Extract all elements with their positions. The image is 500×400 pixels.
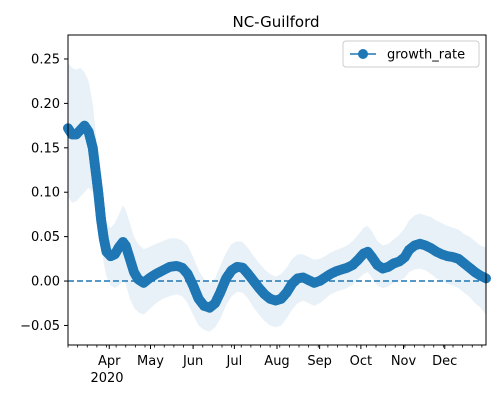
legend-box	[342, 40, 480, 68]
x-year-label: 2020	[90, 371, 123, 386]
x-tick-label: Apr	[98, 354, 121, 369]
y-axis: −0.05 0.00 0.05 0.10 0.15 0.20 0.25	[20, 52, 68, 334]
series-layer	[63, 120, 491, 313]
x-tick-label: Jun	[182, 354, 203, 369]
x-tick-label: Dec	[432, 354, 457, 369]
y-tick-label: −0.05	[20, 319, 60, 334]
legend-marker	[358, 49, 368, 59]
y-tick-label: 0.15	[31, 141, 60, 156]
x-tick-label: Oct	[350, 354, 372, 369]
x-tick-label: Aug	[264, 354, 289, 369]
y-tick-label: 0.10	[31, 186, 60, 201]
chart-title: NC-Guilford	[232, 13, 319, 31]
x-tick-label: May	[137, 354, 164, 369]
y-tick-label: 0.25	[31, 52, 60, 67]
y-tick-label: 0.05	[31, 230, 60, 245]
confidence-band	[68, 63, 486, 332]
legend-label-growth-rate: growth_rate	[387, 48, 465, 63]
x-axis: Apr May Jun Jul Aug Sep Oct Nov Dec	[67, 345, 483, 369]
x-tick-label: Sep	[307, 354, 332, 369]
x-tick-label: Jul	[226, 354, 243, 369]
y-tick-label: 0.20	[31, 97, 60, 112]
confidence-band-layer	[68, 63, 486, 332]
legend: growth_rate	[342, 40, 480, 68]
x-tick-label: Nov	[391, 354, 417, 369]
y-tick-label: 0.00	[31, 275, 60, 290]
